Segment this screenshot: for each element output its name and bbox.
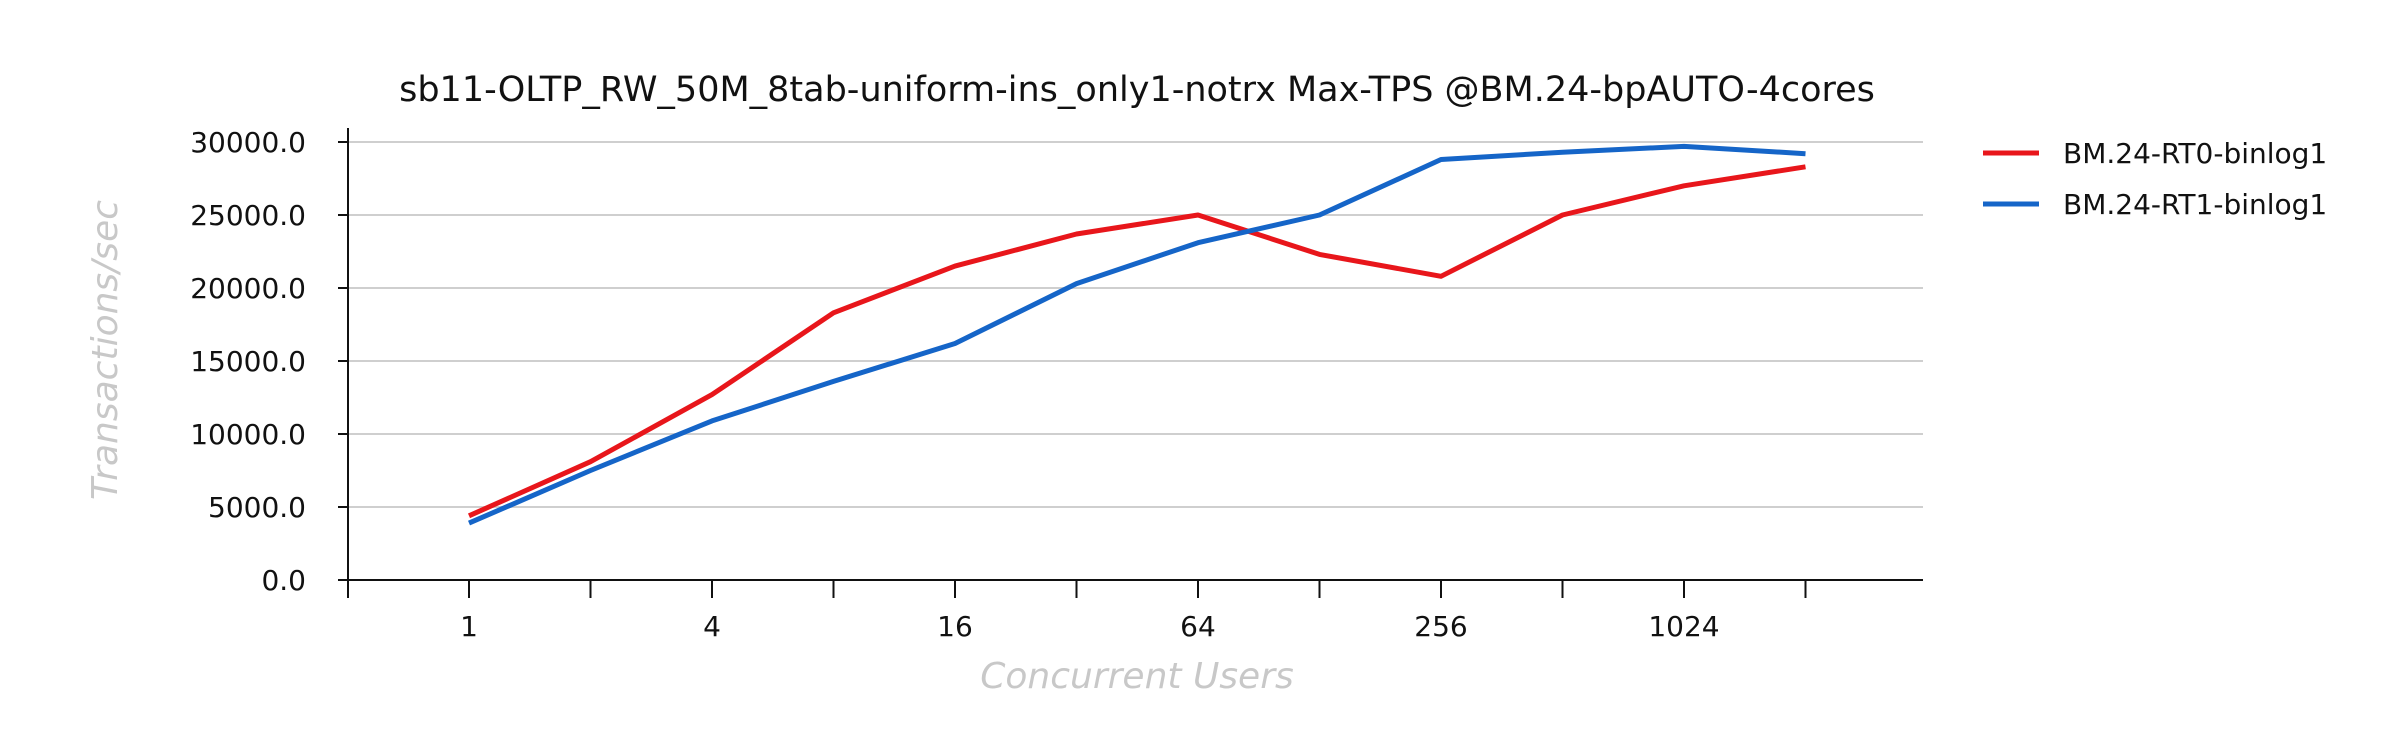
y-tick-labels: 0.0 5000.0 10000.0 15000.0 20000.0 25000.0 300… bbox=[190, 126, 306, 597]
y-axis-title: Transactions/sec bbox=[85, 200, 126, 500]
legend-label: BM.24-RT0-binlog1 bbox=[2063, 137, 2327, 170]
x-axis-title: Concurrent Users bbox=[980, 656, 1294, 697]
y-tick-label: 20000.0 bbox=[190, 272, 306, 305]
x-tick-label: 1 bbox=[460, 610, 478, 643]
x-tick-label: 256 bbox=[1414, 610, 1467, 643]
legend: BM.24-RT0-binlog1 BM.24-RT1-binlog1 bbox=[1983, 137, 2327, 221]
x-tick-label: 1024 bbox=[1648, 610, 1719, 643]
series-line-2 bbox=[468, 143, 1806, 526]
legend-label: BM.24-RT1-binlog1 bbox=[2063, 188, 2327, 221]
chart-title: sb11-OLTP_RW_50M_8tab-uniform-ins_only1-… bbox=[399, 70, 1875, 110]
y-tick-label: 10000.0 bbox=[190, 418, 306, 451]
y-tick-label: 25000.0 bbox=[190, 199, 306, 232]
x-tick-label: 64 bbox=[1180, 610, 1216, 643]
x-tick-label: 4 bbox=[703, 610, 721, 643]
y-tick-label: 15000.0 bbox=[190, 345, 306, 378]
axes bbox=[338, 128, 1923, 598]
y-tick-label: 5000.0 bbox=[208, 491, 306, 524]
x-tick-labels: 1 4 16 64 256 1024 bbox=[460, 610, 1720, 643]
y-tick-label: 0.0 bbox=[261, 564, 306, 597]
series-lines bbox=[467, 143, 1806, 526]
y-tick-label: 30000.0 bbox=[190, 126, 306, 159]
series-line-1 bbox=[467, 164, 1806, 519]
x-tick-label: 16 bbox=[937, 610, 973, 643]
grid-lines bbox=[348, 141, 1923, 508]
